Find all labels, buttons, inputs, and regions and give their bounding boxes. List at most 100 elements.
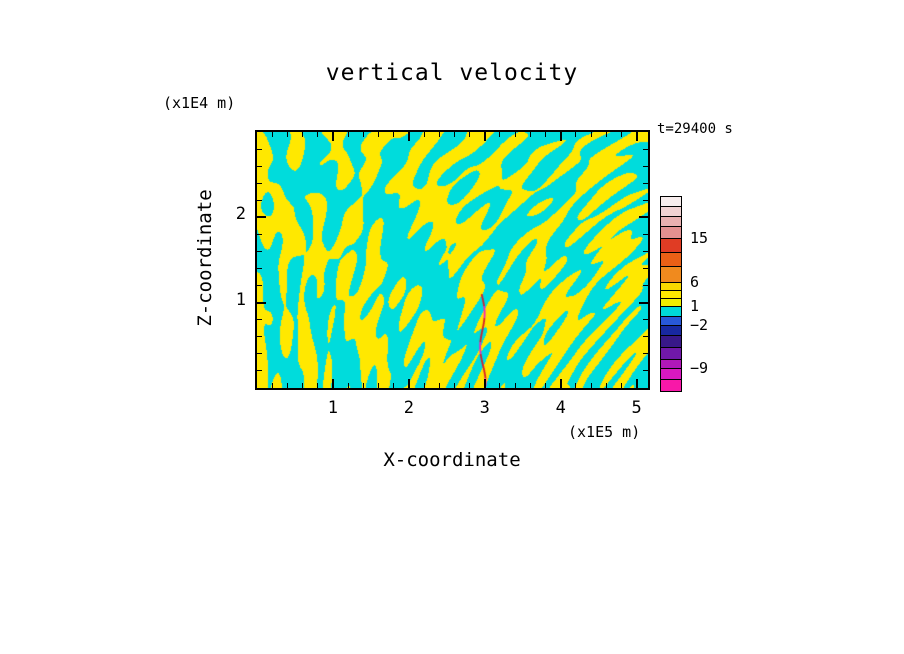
tick-mark bbox=[643, 353, 648, 355]
tick-mark bbox=[529, 132, 531, 137]
tick-mark bbox=[643, 285, 648, 287]
x-axis-title: X-coordinate bbox=[383, 449, 521, 471]
tick-mark bbox=[257, 353, 262, 355]
plot-frame bbox=[255, 130, 650, 390]
tick-mark bbox=[590, 132, 592, 137]
x-axis-unit-label: (x1E5 m) bbox=[568, 423, 641, 441]
tick-mark bbox=[545, 383, 546, 388]
tick-mark bbox=[257, 370, 262, 372]
tick-mark bbox=[643, 268, 648, 270]
colorbar-tick-label: 6 bbox=[690, 273, 700, 291]
x-tick-label: 3 bbox=[479, 398, 490, 418]
tick-mark bbox=[559, 379, 562, 388]
tick-mark bbox=[331, 379, 334, 388]
tick-mark bbox=[643, 233, 648, 235]
colorbar-segment bbox=[661, 197, 681, 207]
tick-mark bbox=[302, 132, 304, 137]
tick-mark bbox=[257, 250, 262, 252]
tick-mark bbox=[643, 336, 648, 338]
colorbar-segment bbox=[661, 360, 681, 369]
tick-mark bbox=[407, 379, 410, 388]
colorbar-segment bbox=[661, 380, 681, 391]
tick-mark bbox=[438, 132, 440, 137]
tick-mark bbox=[302, 383, 304, 388]
colorbar-segment bbox=[661, 307, 681, 317]
tick-mark bbox=[317, 383, 319, 388]
colorbar-tick-label: −2 bbox=[690, 316, 709, 334]
y-axis-unit-label: (x1E4 m) bbox=[163, 94, 236, 112]
colorbar-segment bbox=[661, 253, 681, 267]
tick-mark bbox=[620, 132, 622, 137]
tick-mark bbox=[423, 383, 425, 388]
colorbar-segment bbox=[661, 348, 681, 360]
colorbar bbox=[660, 196, 682, 392]
colorbar-segment bbox=[661, 291, 681, 299]
tick-mark bbox=[257, 233, 262, 235]
x-tick-label: 2 bbox=[403, 398, 414, 418]
tick-mark bbox=[639, 216, 648, 219]
tick-mark bbox=[639, 301, 648, 304]
colorbar-segment bbox=[661, 239, 681, 253]
tick-mark bbox=[469, 132, 471, 137]
tick-mark bbox=[257, 268, 262, 270]
tick-mark bbox=[257, 199, 262, 201]
colorbar-tick-label: 1 bbox=[690, 297, 700, 315]
colorbar-segment bbox=[661, 207, 681, 217]
x-tick-label: 1 bbox=[327, 398, 339, 418]
tick-mark bbox=[643, 319, 648, 321]
colorbar-segment bbox=[661, 267, 681, 283]
tick-mark bbox=[331, 132, 334, 141]
y-tick-label: 2 bbox=[235, 204, 246, 225]
colorbar-segment bbox=[661, 217, 681, 227]
tick-mark bbox=[257, 319, 262, 321]
colorbar-segment bbox=[661, 336, 681, 348]
tick-mark bbox=[643, 182, 648, 184]
tick-mark bbox=[575, 383, 577, 388]
tick-mark bbox=[575, 132, 577, 137]
tick-mark bbox=[605, 132, 607, 137]
tick-mark bbox=[499, 132, 501, 137]
tick-mark bbox=[271, 383, 273, 388]
tick-mark bbox=[469, 383, 471, 388]
tick-mark bbox=[286, 383, 288, 388]
tick-mark bbox=[620, 383, 622, 388]
plot-title: vertical velocity bbox=[325, 60, 579, 86]
y-tick-label: 1 bbox=[235, 289, 246, 310]
tick-mark bbox=[643, 148, 648, 150]
tick-mark bbox=[635, 132, 638, 141]
tick-mark bbox=[317, 132, 319, 137]
tick-mark bbox=[643, 370, 648, 372]
tick-mark bbox=[393, 383, 395, 388]
time-annotation: t=29400 s bbox=[657, 121, 733, 137]
tick-mark bbox=[257, 165, 262, 167]
tick-mark bbox=[257, 301, 266, 304]
tick-mark bbox=[362, 383, 364, 388]
colorbar-segment bbox=[661, 317, 681, 326]
tick-mark bbox=[453, 132, 455, 137]
tick-mark bbox=[257, 216, 266, 219]
tick-mark bbox=[643, 250, 648, 252]
tick-mark bbox=[286, 132, 288, 137]
colorbar-tick-label: 15 bbox=[690, 229, 709, 247]
tick-mark bbox=[271, 132, 273, 137]
tick-mark bbox=[545, 132, 546, 137]
colorbar-segment bbox=[661, 369, 681, 380]
x-tick-label: 5 bbox=[631, 398, 642, 418]
colorbar-segment bbox=[661, 326, 681, 336]
colorbar-segment bbox=[661, 227, 681, 239]
colorbar-segment bbox=[661, 299, 681, 307]
tick-mark bbox=[605, 383, 607, 388]
tick-mark bbox=[257, 336, 262, 338]
tick-mark bbox=[499, 383, 501, 388]
tick-mark bbox=[483, 379, 486, 388]
tick-mark bbox=[514, 132, 516, 137]
x-tick-label: 4 bbox=[555, 398, 566, 418]
tick-mark bbox=[257, 285, 262, 287]
tick-mark bbox=[407, 132, 410, 141]
tick-mark bbox=[257, 148, 262, 150]
tick-mark bbox=[483, 132, 486, 141]
tick-mark bbox=[559, 132, 562, 141]
tick-mark bbox=[643, 165, 648, 167]
tick-mark bbox=[257, 182, 262, 184]
